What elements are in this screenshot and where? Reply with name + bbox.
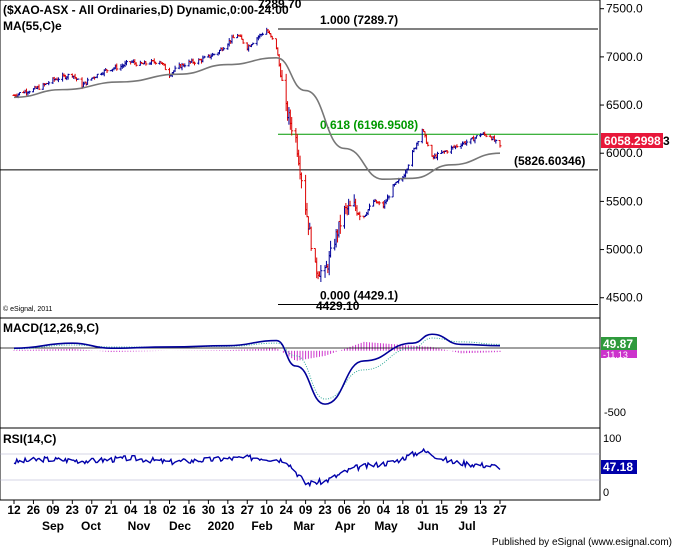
time-axis-labels: 12 26 09 23 07 21 04 18 02 16 30 13 27 10 24 09 23 06 20 04… — [7, 500, 507, 533]
time-day-label: 27 — [241, 503, 255, 517]
rsi-tick-100: 100 — [603, 433, 621, 445]
time-month-label: Jun — [417, 519, 438, 533]
time-day-label: 16 — [182, 503, 196, 517]
rsi-value: 47.18 — [603, 460, 633, 474]
last-price-badge — [601, 133, 663, 148]
time-month-label: Oct — [81, 519, 101, 533]
last-price-suffix: 3 — [663, 134, 670, 148]
low-annotation: 4429.10 — [316, 299, 360, 313]
time-day-label: 07 — [85, 503, 99, 517]
ma-55-line — [13, 57, 501, 181]
time-month-label: Jul — [458, 519, 475, 533]
macd-line — [13, 333, 501, 405]
price-tick-label: 4500.0 — [606, 291, 643, 305]
time-month-label: Mar — [293, 519, 315, 533]
time-day-label: 01 — [416, 503, 430, 517]
time-day-label: 13 — [221, 503, 235, 517]
macd-signal-value: -11.13 — [603, 350, 628, 360]
time-month-label: Sep — [42, 519, 64, 533]
rsi-panel-frame — [0, 427, 601, 501]
time-month-label: Apr — [335, 519, 356, 533]
high-annotation: 7289.70 — [258, 0, 302, 11]
ma-legend: MA(55,C)e — [3, 19, 62, 33]
time-day-label: 18 — [396, 503, 410, 517]
rsi-line — [13, 447, 501, 488]
time-day-label: 30 — [202, 503, 216, 517]
time-day-label: 29 — [454, 503, 468, 517]
time-day-label: 21 — [105, 503, 119, 517]
time-day-label: 09 — [46, 503, 60, 517]
time-day-label: 18 — [143, 503, 157, 517]
time-day-label: 02 — [163, 503, 177, 517]
price-tick-label: 6000.0 — [606, 146, 643, 160]
time-month-label: 2020 — [208, 519, 235, 533]
macd-value: 49.87 — [603, 337, 633, 351]
price-y-axis: 7500.0 7000.0 6500.0 6000.0 5500.0 5000.0 4500… — [600, 2, 643, 305]
macd-signal-line — [13, 337, 501, 400]
time-day-label: 09 — [299, 503, 313, 517]
price-annotations: 7289.70 4429.10 — [258, 0, 360, 313]
price-tick-label: 5000.0 — [606, 243, 643, 257]
time-day-label: 23 — [318, 503, 332, 517]
time-day-label: 20 — [357, 503, 371, 517]
time-day-label: 13 — [474, 503, 488, 517]
rsi-title: RSI(14,C) — [3, 432, 56, 446]
time-day-label: 23 — [66, 503, 80, 517]
last-price-value: 6058.2998 — [604, 134, 661, 148]
macd-signal-badge — [601, 350, 637, 358]
footer-credit: Published by eSignal (www.esignal.com) — [492, 537, 672, 548]
price-tick-label: 5500.0 — [606, 194, 643, 208]
time-day-label: 15 — [435, 503, 449, 517]
time-month-label: Nov — [128, 519, 151, 533]
time-month-label: Feb — [251, 519, 272, 533]
level-label: 0.000 (4429.1) — [320, 289, 398, 303]
time-day-label: 04 — [377, 503, 391, 517]
level-label: 0.618 (6196.9508) — [320, 118, 418, 132]
time-day-label: 12 — [7, 503, 21, 517]
price-tick-label: 6500.0 — [606, 98, 643, 112]
time-month-label: Dec — [169, 519, 191, 533]
time-month-label: May — [374, 519, 398, 533]
macd-tick-label: -500 — [604, 407, 626, 419]
time-day-label: 10 — [260, 503, 274, 517]
level-label: 1.000 (7289.7) — [320, 13, 398, 27]
time-day-label: 24 — [279, 503, 293, 517]
macd-title: MACD(12,26,9,C) — [3, 321, 99, 335]
price-candles — [12, 27, 502, 283]
macd-value-badge — [601, 337, 637, 350]
rsi-value-badge — [601, 460, 637, 474]
copyright-text: © eSignal, 2011 — [3, 305, 53, 313]
price-tick-label: 7000.0 — [606, 50, 643, 64]
level-label: (5826.60346) — [514, 154, 585, 168]
time-day-label: 27 — [493, 503, 507, 517]
price-tick-label: 7500.0 — [606, 2, 643, 16]
time-day-label: 04 — [124, 503, 138, 517]
rsi-tick-0: 0 — [603, 487, 609, 499]
time-day-label: 26 — [27, 503, 41, 517]
time-day-label: 06 — [338, 503, 352, 517]
chart-title: ($XAO-ASX - All Ordinaries,D) Dynamic,0:… — [3, 3, 289, 17]
